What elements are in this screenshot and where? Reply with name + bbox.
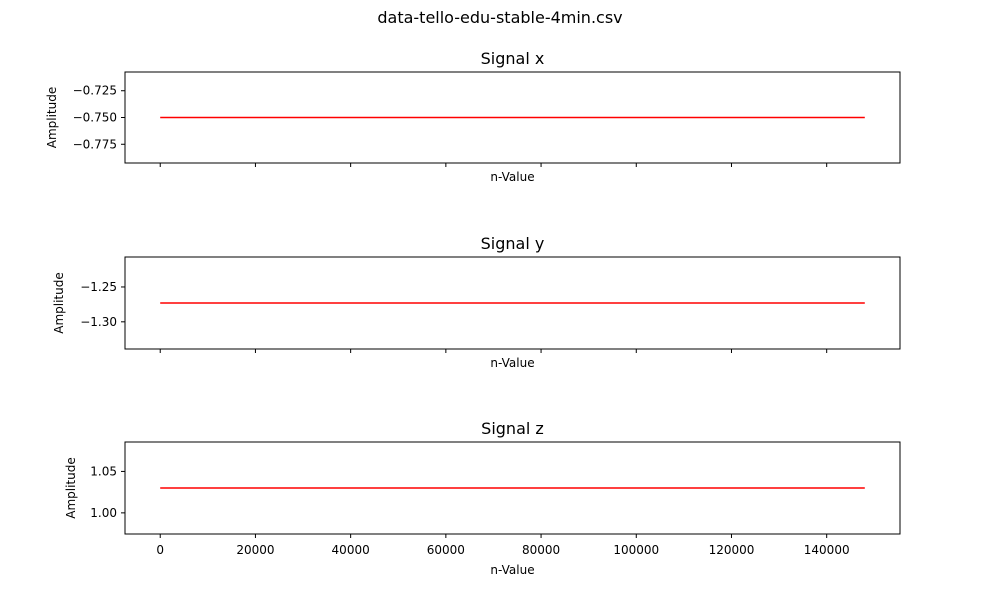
y-tick-label: −0.750 bbox=[73, 111, 117, 125]
x-tick-label: 120000 bbox=[709, 543, 755, 557]
subplot-title: Signal z bbox=[481, 419, 544, 438]
subplot-1: Signal x −0.725 −0.750 −0.775 n-Value Amplitu… bbox=[45, 49, 901, 184]
x-tick-label: 40000 bbox=[332, 543, 370, 557]
axes-frame bbox=[124, 256, 901, 350]
subplot-3: Signal z 1.05 1.00 0 20000 40000 60000 80000 100… bbox=[64, 419, 901, 577]
axes-frame bbox=[124, 441, 901, 535]
x-tick-label: 140000 bbox=[804, 543, 850, 557]
x-tick-label: 20000 bbox=[236, 543, 274, 557]
y-tick-label: −1.30 bbox=[80, 315, 117, 329]
y-tick-label: −1.25 bbox=[80, 280, 117, 294]
x-axis-label: n-Value bbox=[490, 356, 534, 370]
y-tick-label: 1.05 bbox=[90, 464, 117, 478]
x-tick-label: 0 bbox=[156, 543, 164, 557]
x-tick-label: 60000 bbox=[427, 543, 465, 557]
subplot-title: Signal x bbox=[481, 49, 545, 68]
y-axis-label: Amplitude bbox=[52, 272, 66, 334]
y-axis-label: Amplitude bbox=[64, 457, 78, 519]
y-axis-label: Amplitude bbox=[45, 87, 59, 149]
y-tick-label: −0.775 bbox=[73, 137, 117, 151]
y-tick-label: −0.725 bbox=[73, 84, 117, 98]
figure-title: data-tello-edu-stable-4min.csv bbox=[377, 8, 623, 27]
x-tick-label: 100000 bbox=[613, 543, 659, 557]
x-axis-label: n-Value bbox=[490, 563, 534, 577]
x-axis-label: n-Value bbox=[490, 170, 534, 184]
y-tick-label: 1.00 bbox=[90, 506, 117, 520]
subplot-2: Signal y −1.25 −1.30 n-Value Amplitude bbox=[52, 234, 901, 370]
x-tick-label: 80000 bbox=[522, 543, 560, 557]
subplot-title: Signal y bbox=[481, 234, 545, 253]
